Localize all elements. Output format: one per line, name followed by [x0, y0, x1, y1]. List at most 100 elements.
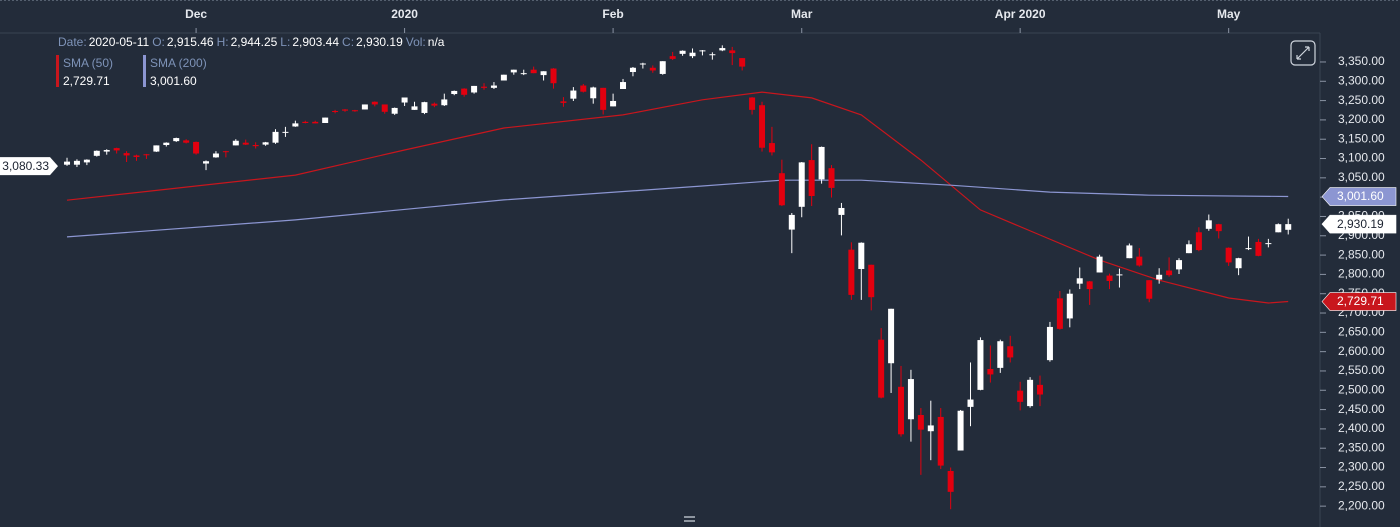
candle-body: [580, 85, 587, 92]
candle-body: [768, 143, 775, 153]
candle-body: [173, 138, 180, 142]
candle-body: [1136, 256, 1143, 266]
candle-body: [183, 140, 190, 143]
candle-body: [312, 121, 319, 124]
candle-body: [808, 160, 815, 196]
candle-body: [907, 379, 914, 420]
candle-body: [590, 87, 597, 99]
candle-body: [709, 54, 716, 56]
candle-body: [1166, 270, 1173, 276]
candle-body: [947, 470, 954, 492]
candle-body: [937, 416, 944, 466]
candle-body: [1076, 278, 1083, 284]
y-tick-label: 2,300.00: [1338, 460, 1385, 474]
candle-body: [1017, 390, 1024, 402]
left-badge-shape: [0, 157, 58, 176]
header-label: C:: [342, 35, 355, 49]
candle-body: [212, 153, 219, 158]
candle-body: [878, 339, 885, 398]
candle-body: [451, 90, 458, 95]
sma200-badge: 3,001.60: [1321, 187, 1397, 206]
candle-body: [1066, 293, 1073, 319]
expand-icon[interactable]: [1296, 46, 1310, 60]
candle-body: [232, 140, 239, 146]
candle-body: [332, 111, 339, 113]
y-tick-label: 2,350.00: [1338, 440, 1385, 454]
candle-body: [739, 58, 746, 67]
expand-button[interactable]: [1290, 40, 1316, 66]
candle-body: [1215, 224, 1222, 232]
x-tick-label: Feb: [602, 7, 623, 21]
candle-body: [818, 146, 825, 180]
candle-body: [987, 369, 994, 375]
candle-body: [798, 162, 805, 207]
candle-body: [1106, 275, 1113, 281]
y-tick-label: 2,500.00: [1338, 382, 1385, 396]
sma-line: [66, 91, 1289, 304]
sma-line: [66, 179, 1289, 238]
candle-body: [481, 86, 488, 88]
header-value: 2,944.25: [230, 35, 278, 49]
y-tick-label: 2,850.00: [1338, 247, 1385, 261]
legend-value: 3,001.60: [150, 74, 197, 88]
left-badge-label: 3,080.33: [2, 159, 49, 173]
sma50-badge: 2,729.71: [1321, 292, 1397, 311]
y-tick-label: 3,300.00: [1338, 73, 1385, 87]
x-tick-label: Dec: [185, 7, 207, 21]
legend-swatch: [56, 55, 59, 87]
candle-body: [1027, 379, 1034, 407]
candle-body: [788, 214, 795, 230]
candle-body: [431, 103, 438, 106]
candle-body: [1046, 326, 1053, 361]
candle-body: [749, 97, 756, 110]
resize-handle[interactable]: [684, 516, 695, 522]
candle-body: [1156, 274, 1163, 280]
header-label: Date:: [58, 35, 87, 49]
candle-body: [649, 67, 656, 71]
y-tick-label: 2,400.00: [1338, 421, 1385, 435]
candle-body: [490, 85, 497, 88]
header-value: n/a: [427, 35, 445, 49]
candle-body: [719, 48, 726, 51]
header-label: H:: [216, 35, 229, 49]
header-value: 2,930.19: [356, 35, 403, 49]
indicators: [66, 91, 1289, 304]
x-tick-label: May: [1217, 7, 1241, 21]
candle-body: [629, 67, 636, 73]
y-tick-label: 3,150.00: [1338, 131, 1385, 145]
expand-frame[interactable]: [1290, 40, 1316, 66]
candle-body: [163, 142, 170, 146]
candle-body: [381, 104, 388, 112]
candle-body: [679, 50, 686, 54]
candle-body: [83, 159, 90, 163]
candle-body: [828, 168, 835, 188]
candle-body: [113, 148, 120, 151]
badge-shape: [1321, 214, 1397, 234]
candle-body: [639, 63, 646, 65]
candle-body: [1185, 244, 1192, 254]
candle-body: [1245, 248, 1252, 250]
candle-body: [610, 100, 617, 107]
candle-body: [322, 117, 329, 123]
candle-body: [500, 74, 507, 81]
candle-body: [153, 145, 160, 152]
candle-body: [272, 131, 279, 143]
candle-body: [848, 249, 855, 295]
header-value: 2,915.46: [166, 35, 214, 49]
candle-body: [143, 154, 150, 156]
y-tick-label: 2,450.00: [1338, 402, 1385, 416]
candle-body: [1037, 384, 1044, 395]
candle-body: [242, 142, 249, 145]
candle-body: [778, 173, 785, 206]
candle-body: [252, 145, 259, 147]
candle-body: [93, 150, 100, 156]
candle-body: [461, 88, 468, 95]
legend-value: 2,729.71: [63, 74, 110, 88]
candle-body: [600, 87, 607, 110]
header-label: O:: [152, 35, 165, 49]
candle-body: [1195, 232, 1202, 251]
candle-body: [441, 99, 448, 106]
y-tick-label: 2,800.00: [1338, 267, 1385, 281]
candle-body: [411, 106, 418, 110]
candle-body: [868, 264, 875, 298]
